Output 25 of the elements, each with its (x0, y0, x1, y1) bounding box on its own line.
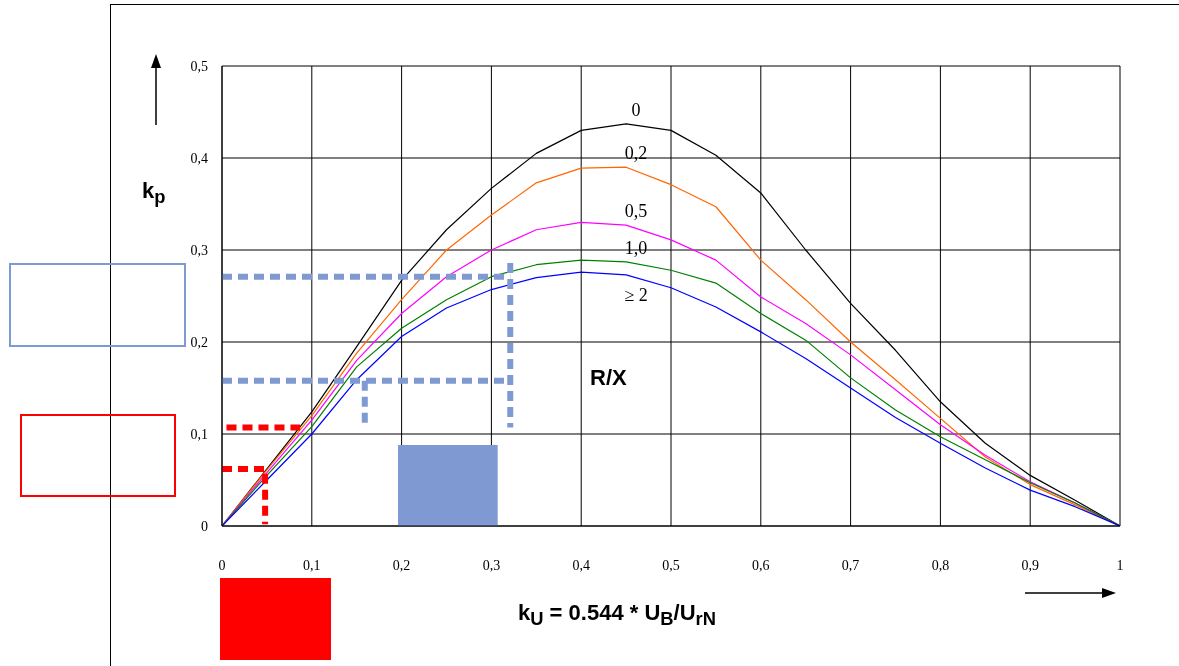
x-tick-label: 0,3 (482, 558, 501, 573)
x-tick-label: 0,8 (931, 558, 950, 573)
series-label: ≥ 2 (624, 284, 648, 305)
series-label: 0 (631, 99, 641, 120)
legend-title: R/X (590, 365, 627, 390)
series-label: 0,5 (624, 201, 648, 222)
x-tick-label: 0 (218, 558, 226, 573)
y-axis-title: k$_{p}$ (142, 178, 166, 208)
y-tick-label: 0,2 (190, 335, 208, 350)
x-tick-label: 0,6 (752, 558, 770, 573)
x-tick-label: 0,1 (303, 558, 321, 573)
x-tick-label: 0,4 (572, 558, 590, 573)
x-tick-label: 1 (1116, 558, 1124, 573)
y-tick-label: 0,4 (190, 151, 208, 166)
x-tick-label: 0,7 (841, 558, 860, 573)
y-tick-label: 0,3 (190, 243, 208, 258)
x-tick-label: 0,5 (662, 558, 680, 573)
series-label: 0,2 (624, 143, 648, 164)
x-tick-label: 0,2 (392, 558, 411, 573)
x-axis-title: k$_{U}$ = 0.544 * U$_{B}$/U$_{rN}$ (518, 600, 716, 630)
y-tick-label: 0,1 (190, 427, 208, 442)
y-tick-label: 0 (201, 519, 208, 534)
series-label: 1,0 (624, 237, 648, 258)
y-tick-label: 0,5 (190, 59, 208, 74)
x-tick-label: 0,9 (1021, 558, 1039, 573)
